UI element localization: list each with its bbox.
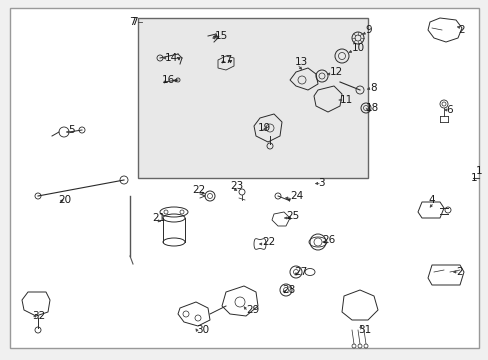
Text: 3: 3	[317, 178, 324, 188]
Text: 2: 2	[457, 25, 464, 35]
Text: 7: 7	[129, 17, 136, 27]
Text: 9: 9	[364, 25, 371, 35]
Text: 24: 24	[289, 191, 303, 201]
Text: 10: 10	[351, 43, 365, 53]
Text: 4: 4	[427, 195, 434, 205]
Text: 23: 23	[229, 181, 243, 191]
Text: 18: 18	[365, 103, 379, 113]
Text: 22: 22	[192, 185, 205, 195]
Text: 13: 13	[294, 57, 307, 67]
Text: 1: 1	[475, 166, 482, 176]
Text: 32: 32	[32, 311, 45, 321]
Text: 15: 15	[215, 31, 228, 41]
Text: 21: 21	[152, 213, 165, 223]
Text: 1: 1	[469, 173, 476, 183]
Text: 12: 12	[329, 67, 343, 77]
Text: 30: 30	[196, 325, 209, 335]
Text: 5: 5	[68, 125, 75, 135]
Text: 31: 31	[357, 325, 370, 335]
Text: 28: 28	[282, 285, 295, 295]
Text: 29: 29	[245, 305, 259, 315]
Text: 2: 2	[455, 267, 462, 277]
Text: 16: 16	[162, 75, 175, 85]
Text: 19: 19	[258, 123, 271, 133]
Text: 17: 17	[220, 55, 233, 65]
Text: 27: 27	[293, 267, 306, 277]
Text: 8: 8	[369, 83, 376, 93]
Text: 22: 22	[262, 237, 275, 247]
Text: 26: 26	[321, 235, 335, 245]
Text: 11: 11	[339, 95, 352, 105]
Text: 7: 7	[131, 17, 138, 27]
Text: 20: 20	[58, 195, 71, 205]
Text: 6: 6	[445, 105, 452, 115]
Text: 25: 25	[285, 211, 299, 221]
Text: 14: 14	[164, 53, 178, 63]
Bar	[138, 18, 367, 178]
